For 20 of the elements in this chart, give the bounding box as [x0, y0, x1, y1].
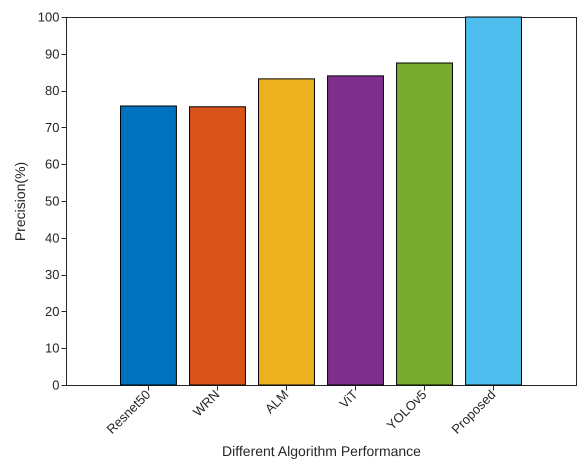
y-tick-label: 70	[45, 120, 60, 135]
y-tick-label: 80	[45, 83, 60, 98]
y-tick-label: 90	[45, 46, 60, 62]
x-axis-title: Different Algorithm Performance	[222, 442, 422, 459]
y-tick-label: 30	[45, 267, 60, 282]
y-tick-label: 40	[45, 230, 60, 246]
x-tick-label: ViT	[336, 386, 360, 412]
y-tick-label: 0	[52, 378, 60, 392]
y-tick-label: 50	[45, 194, 60, 208]
bar	[258, 78, 315, 386]
y-tick-label: 60	[45, 156, 60, 172]
y-tick-label: 20	[45, 304, 60, 319]
bar	[327, 75, 384, 386]
y-axis-title: Precision(%)	[12, 162, 28, 242]
y-tick-label: 10	[45, 340, 60, 356]
bar	[396, 62, 453, 386]
bar	[465, 16, 522, 386]
bar	[189, 106, 246, 386]
bar	[120, 106, 177, 386]
y-tick-label: 100	[38, 10, 60, 24]
